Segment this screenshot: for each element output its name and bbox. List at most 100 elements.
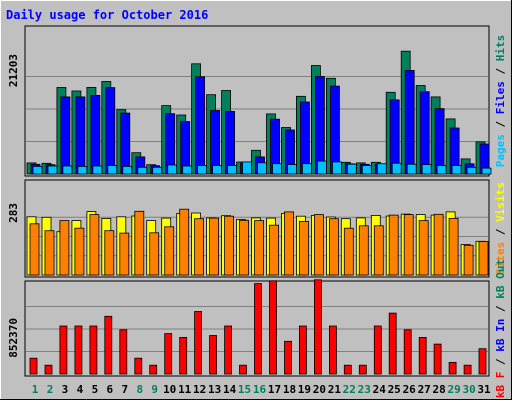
x-tick-day-1: 1 <box>32 383 39 396</box>
bar-sites-day-1 <box>29 223 40 276</box>
bar-files-day-21 <box>329 85 340 175</box>
bar-pages-day-18 <box>287 164 297 175</box>
panel-max-label: 283 <box>7 203 20 223</box>
bar-sites-day-6 <box>104 230 115 276</box>
x-tick-day-3: 3 <box>62 383 69 396</box>
bar-pages-day-24 <box>376 163 387 175</box>
panel-legend: Pages / Files / Hits <box>494 35 507 168</box>
bar-kb-f-day-26 <box>403 329 412 375</box>
bar-files-day-5 <box>90 95 101 175</box>
bar-files-day-13 <box>210 110 221 175</box>
bar-pages-day-5 <box>92 165 103 175</box>
bar-kb-f-day-25 <box>388 312 397 375</box>
x-axis-labels: 1 2 3 4 5 6 7 8 9 10 11 12 13 14 15 16 17 18 19 20 21 22 23 24 2… <box>32 383 491 396</box>
bar-sites-day-26 <box>403 214 414 276</box>
bar-kb-f-day-23 <box>358 364 367 375</box>
legend-pages: Pages <box>494 134 507 167</box>
x-tick-day-2: 2 <box>47 383 54 396</box>
bar-pages-day-15 <box>242 161 252 175</box>
bar-kb-f-day-22 <box>343 364 352 375</box>
bar-kb-f-day-15 <box>239 364 247 375</box>
legend-visits: Visits <box>494 182 507 222</box>
bar-pages-day-16 <box>257 162 267 175</box>
series-files <box>30 70 490 175</box>
bar-sites-day-21 <box>328 218 339 276</box>
x-tick-day-29: 29 <box>447 383 460 396</box>
bar-pages-day-30 <box>466 166 477 175</box>
bar-sites-day-20 <box>313 214 324 276</box>
bar-files-day-6 <box>105 87 116 175</box>
bar-pages-day-6 <box>107 165 118 175</box>
bar-pages-day-11 <box>182 165 193 175</box>
x-tick-day-21: 21 <box>328 383 342 396</box>
bar-kb-f-day-17 <box>269 280 277 375</box>
x-tick-day-14: 14 <box>223 383 237 396</box>
bar-sites-day-28 <box>433 213 444 276</box>
bar-kb-f-day-10 <box>164 333 173 375</box>
x-tick-day-4: 4 <box>77 383 84 396</box>
x-tick-day-7: 7 <box>121 383 128 396</box>
bar-pages-day-1 <box>32 165 43 175</box>
panel-legend: Sites / Visits <box>494 182 507 275</box>
bar-pages-day-23 <box>361 165 372 175</box>
bar-kb-f-day-31 <box>478 348 487 375</box>
bar-sites-day-10 <box>164 226 175 276</box>
bar-sites-day-29 <box>448 217 459 276</box>
bar-pages-day-28 <box>436 165 447 175</box>
bar-sites-day-16 <box>254 220 264 276</box>
bar-pages-day-17 <box>272 163 282 175</box>
bar-pages-day-9 <box>152 166 163 175</box>
bar-kb-f-day-20 <box>313 279 322 375</box>
bar-pages-day-2 <box>47 165 58 175</box>
series-kb-f <box>29 279 487 375</box>
bar-sites-day-22 <box>343 227 354 276</box>
bar-pages-day-3 <box>62 165 73 175</box>
x-tick-day-22: 22 <box>343 383 356 396</box>
bar-kb-f-day-11 <box>179 336 188 375</box>
series-pages <box>32 160 492 175</box>
bar-sites-day-3 <box>59 220 70 276</box>
legend-/: / <box>494 61 507 81</box>
x-tick-day-13: 13 <box>208 383 221 396</box>
x-tick-day-28: 28 <box>432 383 445 396</box>
bar-files-day-3 <box>60 96 71 175</box>
bar-sites-day-30 <box>463 244 474 276</box>
series-sites <box>29 208 489 276</box>
bar-files-day-27 <box>419 91 430 175</box>
bar-pages-day-26 <box>406 163 417 175</box>
x-tick-day-18: 18 <box>283 383 296 396</box>
bar-kb-f-day-9 <box>149 364 158 375</box>
x-tick-day-10: 10 <box>163 383 176 396</box>
bar-sites-day-31 <box>478 241 489 276</box>
panel-visits-sites: 283 Sites / Visits <box>7 179 507 278</box>
bar-kb-f-day-6 <box>104 315 113 375</box>
bar-kb-f-day-16 <box>254 283 262 375</box>
bar-pages-day-31 <box>481 167 492 175</box>
bar-files-day-12 <box>195 76 206 175</box>
bar-kb-f-day-21 <box>328 325 337 375</box>
bar-sites-day-13 <box>209 217 220 276</box>
x-tick-day-6: 6 <box>106 383 113 396</box>
x-tick-day-30: 30 <box>462 383 475 396</box>
legend-/: / <box>494 222 507 242</box>
legend-/: / <box>494 299 507 319</box>
legend-sites: Sites <box>494 242 507 275</box>
x-tick-day-23: 23 <box>358 383 371 396</box>
bar-sites-day-8 <box>134 210 145 276</box>
x-tick-day-11: 11 <box>178 383 192 396</box>
bar-pages-day-14 <box>227 165 238 175</box>
bar-kb-f-day-14 <box>224 325 233 375</box>
bar-sites-day-19 <box>298 220 309 276</box>
bar-sites-day-23 <box>358 225 369 276</box>
bar-sites-day-7 <box>119 232 130 276</box>
bar-pages-day-10 <box>167 164 178 175</box>
bar-files-day-14 <box>225 111 236 175</box>
bar-sites-day-2 <box>44 230 55 276</box>
bar-sites-day-14 <box>224 215 235 276</box>
bar-files-day-7 <box>120 112 131 175</box>
bar-files-day-19 <box>299 101 310 175</box>
bar-pages-day-20 <box>316 160 327 175</box>
bar-kb-f-day-24 <box>373 325 382 375</box>
